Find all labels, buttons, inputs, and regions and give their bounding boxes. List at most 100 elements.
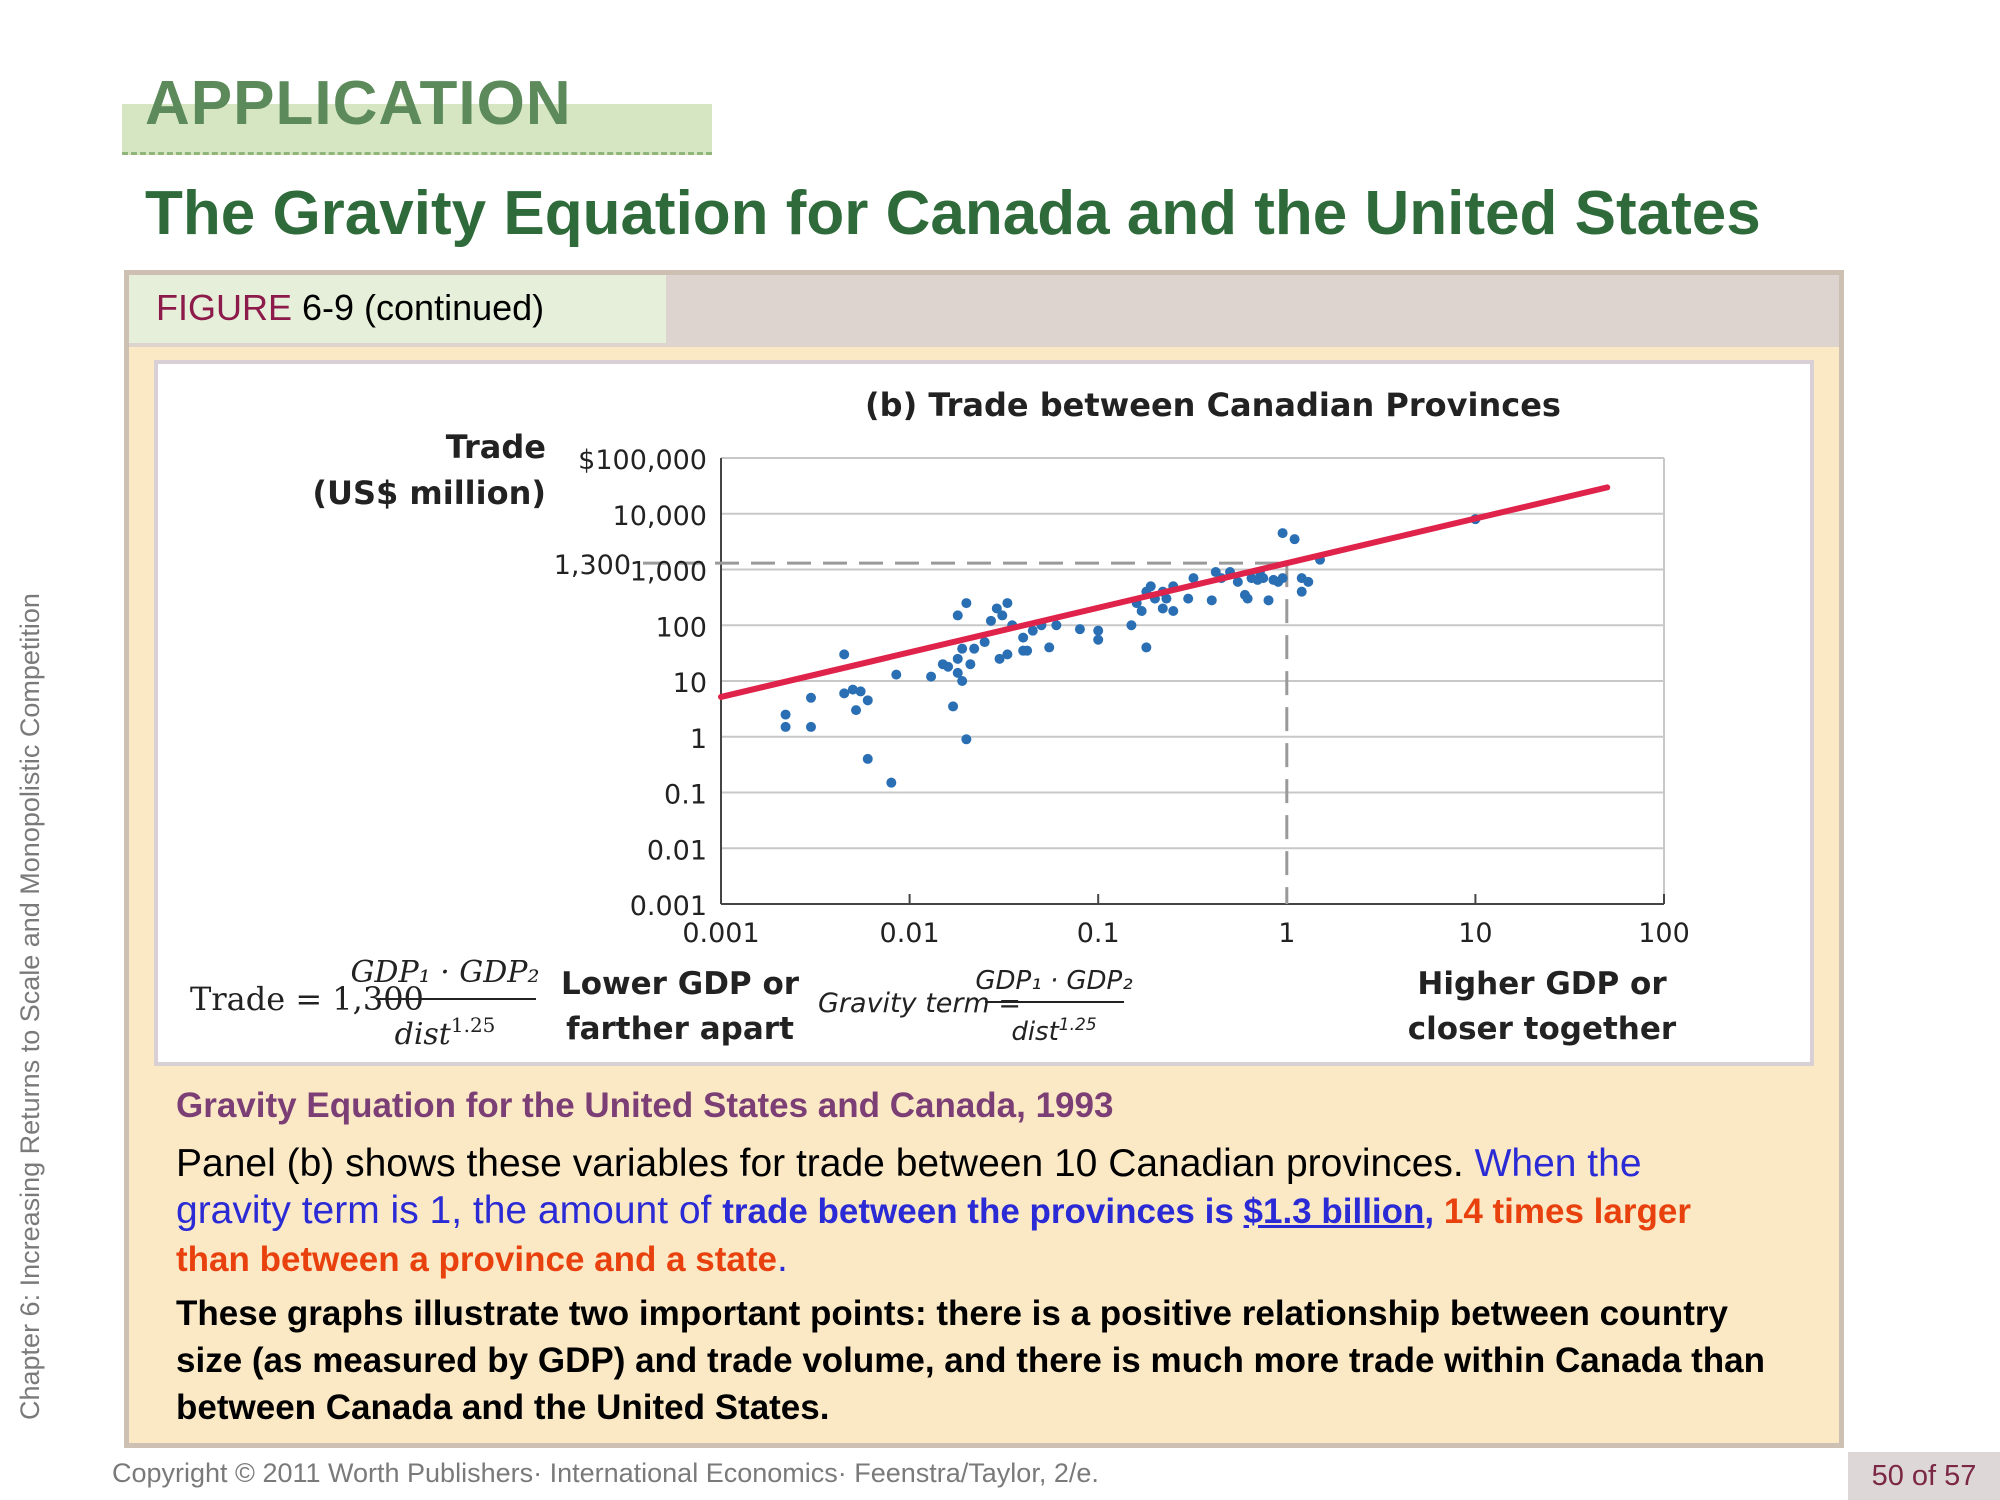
- data-point: [952, 653, 963, 664]
- data-point: [1051, 620, 1062, 631]
- p1-text-b: When the gravity term is 1, the amount o…: [176, 1142, 1642, 1232]
- data-point: [847, 684, 858, 695]
- data-point: [979, 637, 990, 648]
- gravity-exponent: 1.25: [1059, 1015, 1097, 1035]
- data-point: [1296, 586, 1307, 597]
- data-point: [1183, 593, 1194, 604]
- axis-labels: 0.001 0.01 0.1 1 10 100 1,000 10,000 $100,000 0.0…: [554, 445, 1690, 949]
- fit-line-group: [718, 484, 1611, 700]
- data-point: [952, 610, 963, 621]
- data-point: [991, 603, 1002, 614]
- data-point: [1027, 625, 1038, 636]
- data-point: [957, 676, 968, 686]
- p1-text-c: trade between the provinces is: [722, 1192, 1244, 1231]
- data-point: [961, 598, 972, 609]
- data-point: [1136, 606, 1147, 617]
- data-point: [1157, 603, 1168, 614]
- data-point: [926, 671, 937, 682]
- gravity-term-numerator: GDP₁ · GDP₂: [975, 966, 1132, 996]
- axes: [720, 457, 1665, 905]
- data-point: [943, 661, 954, 672]
- chart-title: (b) Trade between Canadian Provinces: [865, 386, 1561, 424]
- data-point: [1074, 624, 1085, 635]
- x-tick-label: 10: [1458, 918, 1492, 949]
- copyright-footer: Copyright © 2011 Worth Publishers· Inter…: [112, 1458, 1099, 1488]
- data-point: [805, 721, 816, 732]
- data-point: [1242, 593, 1253, 604]
- data-point: [839, 649, 850, 660]
- x-tick-label: 100: [1638, 918, 1690, 949]
- gravity-scatter-chart: 0.001 0.01 0.1 1 10 100 1,000 10,000 $100,000 0.0…: [190, 386, 1690, 1052]
- data-point: [1188, 573, 1199, 584]
- y-tick-label: 1,000: [630, 557, 707, 588]
- data-point: [1303, 576, 1314, 587]
- data-point: [994, 653, 1005, 664]
- data-point: [780, 709, 791, 720]
- page-number: 50 of 57: [1848, 1452, 2000, 1500]
- data-point: [1258, 573, 1269, 584]
- y-axis-label-line1: Trade: [446, 428, 546, 466]
- x-tick-label: 1: [1278, 918, 1295, 949]
- data-point: [961, 734, 972, 745]
- gravity-term-lhs: Gravity term =: [818, 988, 1021, 1019]
- chart-panel: 0.001 0.01 0.1 1 10 100 1,000 10,000 $100,000 0.0…: [154, 360, 1814, 1066]
- gravity-term-formula: Gravity term = GDP₁ · GDP₂ dist1.25: [818, 966, 1133, 1047]
- data-point: [997, 610, 1008, 621]
- reference-lines: [643, 561, 1289, 904]
- data-point: [855, 686, 866, 697]
- data-point: [985, 615, 996, 626]
- data-point: [1018, 632, 1029, 643]
- figure-word: FIGURE: [156, 287, 293, 328]
- p1-text-a: Panel (b) shows these variables for trad…: [176, 1142, 1475, 1185]
- data-point: [1141, 642, 1152, 653]
- data-point: [891, 669, 902, 680]
- data-point: [1168, 606, 1179, 617]
- data-point: [862, 753, 873, 764]
- data-point: [1161, 593, 1172, 604]
- data-point: [1044, 642, 1055, 653]
- data-point: [1022, 645, 1033, 656]
- data-point: [1289, 534, 1300, 545]
- data-point: [839, 688, 850, 699]
- data-point: [1232, 576, 1243, 587]
- data-point: [1126, 620, 1137, 631]
- slide-title: The Gravity Equation for Canada and the …: [145, 179, 1761, 248]
- data-point: [1002, 598, 1013, 609]
- formula-exponent: 1.25: [451, 1013, 496, 1037]
- data-point: [1145, 581, 1156, 592]
- figure-header-bar: FIGURE 6-9 (continued): [129, 275, 1839, 347]
- data-point: [780, 721, 791, 732]
- formula-denominator: dist1.25: [395, 1013, 496, 1052]
- grid-lines: [721, 457, 1664, 905]
- y-tick-label: $100,000: [578, 445, 707, 476]
- p1-highlight-amount: $1.3 billion: [1243, 1192, 1425, 1231]
- data-point: [952, 667, 963, 678]
- y-axis-label-line2: (US$ million): [312, 474, 546, 512]
- data-point: [957, 643, 968, 654]
- caption-paragraph-2: These graphs illustrate two important po…: [176, 1294, 1766, 1427]
- data-points: [780, 514, 1481, 788]
- data-point: [948, 701, 959, 712]
- y-tick-label: 0.1: [664, 780, 707, 811]
- y-tick-label: 0.001: [630, 891, 707, 922]
- data-point: [805, 692, 816, 703]
- data-point: [1093, 625, 1104, 636]
- axis-left-label-line2: farther apart: [566, 1011, 794, 1047]
- data-point: [1277, 573, 1288, 584]
- x-tick-label: 0.01: [880, 918, 940, 949]
- x-tick-label: 0.001: [682, 918, 759, 949]
- data-point: [1093, 634, 1104, 645]
- axis-left-label-line1: Lower GDP or: [561, 966, 800, 1002]
- data-point: [862, 695, 873, 706]
- caption-paragraph-1: Panel (b) shows these variables for trad…: [176, 1140, 1746, 1283]
- gravity-den-text: dist: [1011, 1017, 1059, 1047]
- data-point: [1206, 595, 1217, 606]
- y-tick-label: 0.01: [647, 835, 707, 866]
- formula-den-text: dist: [395, 1017, 452, 1052]
- data-point: [1263, 595, 1274, 606]
- y-tick-label: 1: [690, 724, 707, 755]
- y-tick-label: 10: [673, 668, 707, 699]
- caption-title: Gravity Equation for the United States a…: [176, 1086, 1114, 1125]
- y-tick-label: 10,000: [613, 501, 707, 532]
- data-point: [965, 659, 976, 670]
